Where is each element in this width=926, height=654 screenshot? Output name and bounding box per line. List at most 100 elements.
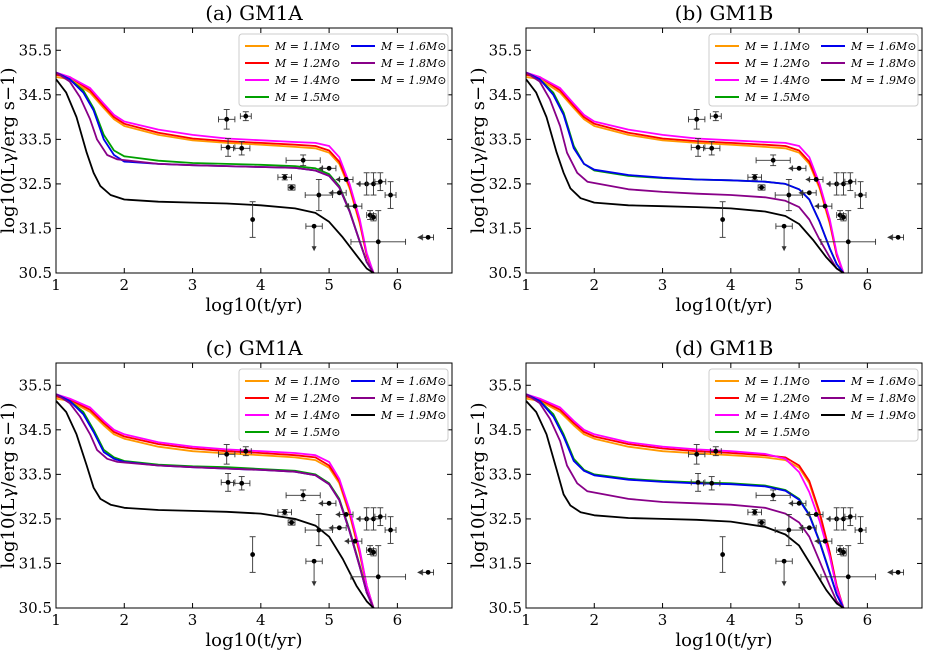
limit-arrow-head — [318, 500, 324, 506]
y-tick-label: 34.5 — [489, 421, 522, 439]
legend-label-7: M = 1.9M⊙ — [380, 74, 446, 87]
observation-marker — [694, 451, 700, 457]
observation-point — [775, 223, 793, 252]
y-tick-label: 34.5 — [489, 86, 522, 104]
legend: M = 1.1M⊙ M = 1.2M⊙ M = 1.4M⊙ M = 1.5M⊙ M = … — [708, 33, 919, 107]
observation-point — [719, 201, 726, 238]
observation-point — [384, 516, 397, 544]
observation-marker — [786, 527, 792, 533]
observation-marker — [371, 214, 376, 220]
observation-marker — [770, 492, 776, 498]
x-tick-label: 6 — [863, 611, 873, 629]
y-tick-label: 30.5 — [489, 264, 522, 282]
legend-label-3: M = 1.4M⊙ — [744, 409, 810, 422]
observation-marker — [781, 223, 787, 229]
observation-point — [840, 213, 847, 222]
limit-arrow-head — [328, 190, 334, 196]
x-tick-label: 5 — [324, 276, 334, 294]
observation-point — [239, 446, 252, 457]
observation-point — [305, 223, 323, 252]
observation-point — [218, 109, 236, 130]
legend-box — [708, 33, 919, 107]
x-tick-label: 1 — [521, 611, 531, 629]
observation-point — [417, 234, 435, 241]
observation-point — [709, 446, 722, 457]
limit-arrow-head — [355, 516, 361, 522]
observation-marker — [243, 113, 249, 119]
observation-marker — [425, 569, 431, 575]
x-tick-label: 5 — [324, 611, 334, 629]
observation-point — [755, 489, 791, 502]
x-tick-label: 4 — [726, 276, 736, 294]
observation-point — [798, 189, 817, 196]
observation-marker — [694, 116, 700, 122]
observation-marker — [336, 525, 342, 531]
y-axis-label: log10(Lγ/erg s−1) — [0, 67, 19, 233]
legend-label-6: M = 1.8M⊙ — [380, 392, 446, 405]
legend-label-3: M = 1.4M⊙ — [274, 74, 340, 87]
observation-marker — [388, 192, 393, 198]
observation-marker — [425, 234, 431, 240]
observation-point — [249, 536, 256, 573]
observation-point — [709, 111, 722, 122]
limit-arrow-head — [335, 176, 341, 182]
legend-label-1: M = 1.1M⊙ — [274, 40, 340, 53]
observation-marker — [311, 558, 317, 564]
observation-point — [747, 174, 763, 181]
observation-marker — [316, 527, 322, 533]
y-tick-label: 32.5 — [19, 510, 52, 528]
observation-marker — [239, 145, 245, 151]
x-tick-label: 1 — [51, 611, 61, 629]
observation-point — [844, 507, 857, 527]
observation-point — [304, 179, 333, 212]
observation-marker — [709, 480, 715, 486]
plot-frame — [55, 362, 453, 609]
observation-point — [287, 184, 296, 191]
observation-marker — [375, 574, 381, 580]
observation-point — [366, 172, 381, 196]
observation-marker — [845, 239, 851, 245]
x-tick-label: 6 — [393, 276, 403, 294]
y-tick-label: 35.5 — [19, 41, 52, 59]
observation-marker — [806, 525, 812, 531]
observation-point — [688, 444, 706, 465]
y-tick-label: 31.5 — [19, 219, 52, 237]
observation-point — [840, 548, 847, 557]
plot-frame — [525, 362, 923, 609]
observation-marker — [377, 179, 383, 185]
x-tick-label: 1 — [521, 276, 531, 294]
y-tick-label: 35.5 — [489, 376, 522, 394]
observation-point — [384, 181, 397, 209]
x-tick-label: 2 — [590, 276, 600, 294]
observation-marker — [845, 574, 851, 580]
observation-marker — [752, 174, 758, 180]
y-tick-label: 30.5 — [19, 264, 52, 282]
plot-frame — [55, 27, 453, 274]
observation-point — [755, 154, 791, 167]
observation-point — [233, 141, 251, 156]
observation-point — [775, 558, 793, 587]
observation-marker — [695, 479, 701, 485]
series-line-6 — [526, 393, 845, 608]
observation-marker — [289, 185, 294, 190]
limit-arrow-head — [814, 203, 820, 209]
observation-marker — [813, 177, 819, 182]
observation-marker — [713, 113, 719, 119]
observation-point — [220, 138, 236, 157]
y-tick-label: 35.5 — [489, 41, 522, 59]
series-line-7 — [526, 78, 844, 273]
series-line-7 — [526, 400, 844, 608]
limit-arrow-head — [805, 511, 811, 517]
observation-point — [328, 524, 347, 531]
legend-label-4: M = 1.5M⊙ — [744, 91, 810, 104]
limit-arrow-head — [781, 246, 787, 252]
observation-marker — [781, 558, 787, 564]
x-tick-label: 5 — [794, 611, 804, 629]
y-axis-label: log10(Lγ/erg s−1) — [468, 402, 489, 568]
limit-arrow-head — [335, 511, 341, 517]
observation-point — [719, 536, 726, 573]
observation-marker — [709, 145, 715, 151]
observation-point — [344, 538, 363, 545]
legend: M = 1.1M⊙ M = 1.2M⊙ M = 1.4M⊙ M = 1.5M⊙ M = … — [238, 33, 449, 107]
